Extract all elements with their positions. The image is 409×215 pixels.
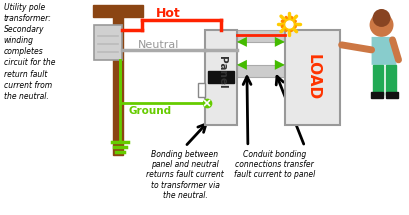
Polygon shape — [274, 60, 284, 70]
Text: Hot: Hot — [156, 7, 180, 20]
FancyBboxPatch shape — [204, 30, 236, 125]
FancyBboxPatch shape — [284, 30, 339, 125]
Bar — [93, 5, 143, 17]
Text: Conduit bonding
connections transfer
fault current to panel: Conduit bonding connections transfer fau… — [234, 150, 315, 179]
Text: Ground: Ground — [128, 106, 171, 116]
Polygon shape — [371, 37, 396, 65]
Circle shape — [369, 13, 393, 37]
Bar — [113, 10, 123, 155]
FancyBboxPatch shape — [94, 25, 122, 60]
Bar — [384, 65, 395, 95]
Text: Neutral: Neutral — [138, 40, 179, 50]
Text: Utility pole
transformer:
Secondary
winding
completes
circuit for the
return fau: Utility pole transformer: Secondary wind… — [4, 3, 55, 101]
Bar — [236, 65, 284, 77]
Bar — [384, 92, 397, 98]
Polygon shape — [274, 37, 284, 47]
Polygon shape — [236, 37, 246, 47]
Polygon shape — [236, 60, 246, 70]
Bar — [370, 92, 382, 98]
Bar — [198, 83, 204, 97]
Circle shape — [372, 9, 389, 27]
Text: Bonding between
panel and neutral
returns fault current
to transformer via
the n: Bonding between panel and neutral return… — [146, 150, 223, 200]
Text: LOAD: LOAD — [305, 54, 320, 100]
Text: Panel: Panel — [216, 56, 227, 89]
Bar — [372, 65, 382, 95]
Bar — [207, 71, 234, 83]
Bar — [236, 30, 284, 42]
